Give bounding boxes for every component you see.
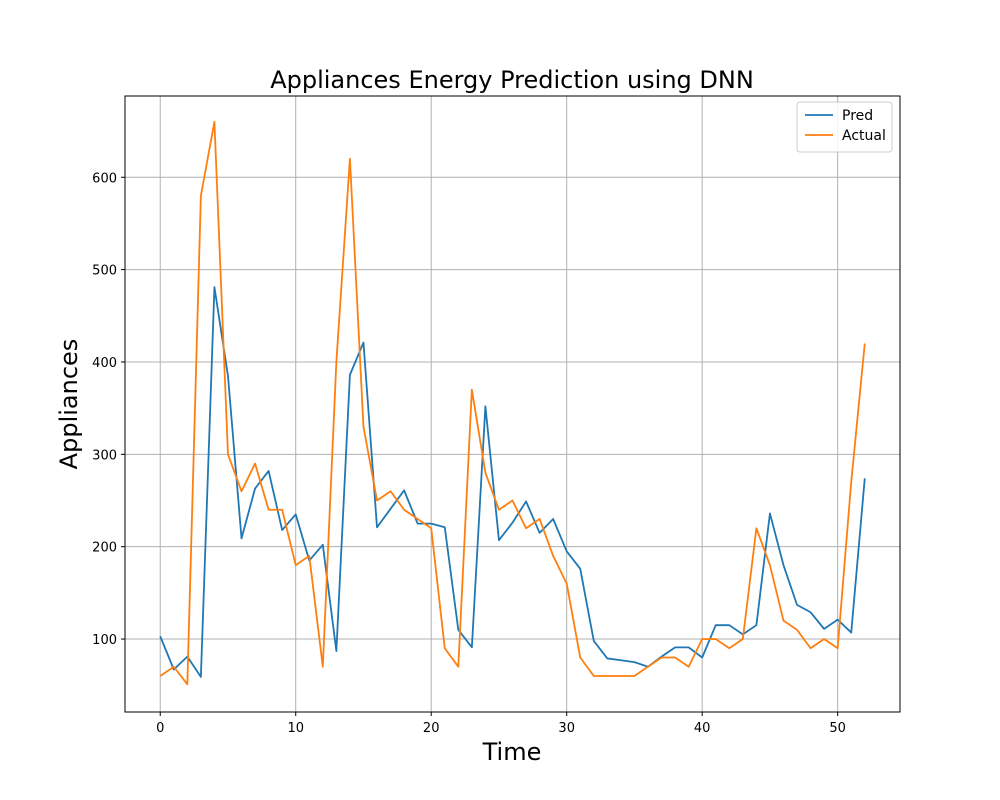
x-tick-label: 50 [829,721,846,736]
legend-label: Actual [842,128,886,144]
y-tick-label: 500 [92,264,117,279]
grid [125,96,900,712]
x-tick-label: 20 [423,721,440,736]
axis-ticks: 0 10 20 30 40 50 100 200 300 400 500 600 [92,171,846,736]
y-axis-label: Appliances [55,339,83,470]
x-tick-label: 10 [287,721,304,736]
legend-label: Pred [842,108,873,124]
legend: Pred Actual [796,101,893,153]
plot-frame [124,95,901,713]
y-tick-label: 300 [92,448,117,463]
x-axis-label: Time [482,738,542,766]
y-tick-label: 400 [92,356,117,371]
y-tick-label: 600 [92,171,117,186]
x-tick-label: 30 [558,721,575,736]
x-tick-label: 40 [694,721,711,736]
y-tick-label: 100 [92,633,117,648]
y-tick-label: 200 [92,541,117,556]
series-lines [159,120,866,686]
series-line-actual [159,120,866,686]
chart-title: Appliances Energy Prediction using DNN [270,66,754,94]
x-tick-label: 0 [156,721,164,736]
